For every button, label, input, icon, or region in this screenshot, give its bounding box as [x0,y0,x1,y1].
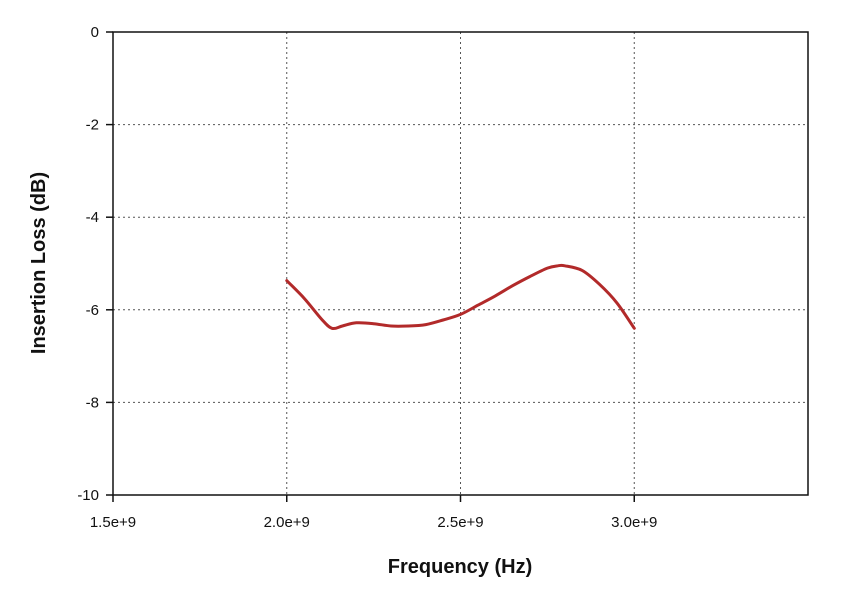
y-tick-label: -10 [77,487,99,504]
y-tick-label: -2 [86,117,99,134]
x-tick-label: 1.5e+9 [90,514,136,531]
y-tick-label: -8 [86,394,99,411]
axis-ticks [106,31,635,502]
x-tick-label: 2.5e+9 [437,514,483,531]
x-axis-title: Frequency (Hz) [388,556,532,578]
x-tick-label: 2.0e+9 [264,514,310,531]
y-tick-label: -4 [86,209,99,226]
plot-frame [112,31,809,496]
x-tick-labels: 1.5e+9 2.0e+9 2.5e+9 3.0e+9 [90,514,658,531]
y-axis-title: Insertion Loss (dB) [28,172,50,354]
grid-lines [113,32,808,495]
x-tick-label: 3.0e+9 [611,514,657,531]
series-layer [285,263,636,331]
y-tick-label: 0 [91,24,99,41]
y-tick-label: -6 [86,302,99,319]
y-tick-labels: 0 -2 -4 -6 -8 -10 [77,24,99,504]
series-line [285,263,636,331]
